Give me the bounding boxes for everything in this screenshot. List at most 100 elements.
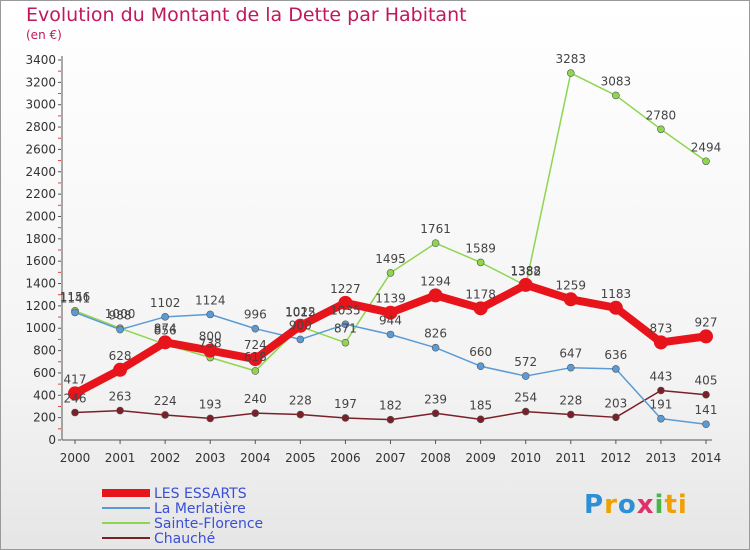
data-point [431,409,440,418]
x-tick-label: 2005 [285,451,316,465]
data-point [251,409,260,417]
data-point [566,410,575,419]
data-point [657,414,665,423]
data-label: 228 [289,394,312,408]
series-layer [68,69,713,429]
legend-label: Sainte-Florence [154,516,263,532]
y-tick-label: 1000 [25,321,56,335]
y-tick-label: 800 [33,344,56,358]
data-label: 191 [649,398,672,412]
data-point [113,362,128,377]
data-label: 1156 [60,290,91,304]
y-tick-label: 3400 [25,53,56,67]
data-point [653,335,668,350]
x-tick-label: 2004 [240,451,271,465]
data-label: 1124 [195,293,226,307]
data-point [161,313,169,321]
data-label: 3083 [601,74,632,88]
y-tick-label: 3200 [25,75,56,89]
y-tick-label: 3000 [25,98,56,112]
data-label: 660 [469,345,492,359]
data-point [161,411,169,419]
data-point [521,372,530,380]
data-point [431,239,440,247]
legend-label: LES ESSARTS [154,486,247,502]
data-point [116,325,124,334]
data-label: 826 [424,327,447,341]
data-label: 874 [154,321,177,335]
data-point [71,308,79,317]
data-point [566,69,575,77]
data-label: 988 [109,309,132,323]
data-label: 1388 [510,264,541,278]
data-label: 2780 [646,108,677,122]
y-tick-label: 2000 [25,209,56,223]
data-point [341,320,350,329]
data-label: 443 [649,369,672,383]
x-tick-label: 2003 [195,451,226,465]
data-label: 185 [469,398,492,412]
x-tick-label: 2012 [601,451,632,465]
x-tick-label: 2001 [105,451,136,465]
y-tick-label: 0 [48,433,56,447]
data-label: 572 [514,355,537,369]
x-tick-label: 2009 [465,451,496,465]
y-tick-label: 2400 [25,165,56,179]
data-point [702,420,710,429]
data-label: 2494 [691,140,722,154]
y-tick-label: 1200 [25,299,56,313]
data-label: 873 [649,321,672,335]
data-point [203,343,218,358]
data-point [473,301,488,316]
data-point [608,300,623,315]
data-label: 856 [154,323,177,337]
data-label: 636 [604,348,627,362]
x-tick-label: 2008 [420,451,451,465]
data-label: 417 [64,372,87,386]
data-label: 239 [424,392,447,406]
data-label: 1761 [420,222,451,236]
x-tick-label: 2014 [691,451,722,465]
y-tick-label: 1400 [25,277,56,291]
data-label: 405 [695,374,718,388]
logo-letter: i [654,490,665,520]
data-point [563,292,578,307]
x-tick-label: 2010 [510,451,541,465]
data-label: 1259 [556,278,587,292]
data-point [612,365,620,373]
data-point [476,415,485,424]
data-label: 203 [604,396,627,410]
data-label: 628 [109,349,132,363]
data-label: 254 [514,391,537,405]
logo-letter: x [636,490,655,520]
data-label: 1102 [150,296,181,310]
data-point [612,91,620,100]
data-point [71,408,79,417]
x-tick-label: 2006 [330,451,361,465]
data-point [158,335,173,350]
data-point [248,352,263,367]
data-label: 996 [244,308,267,322]
data-point [386,269,395,277]
x-tick-label: 2002 [150,451,181,465]
y-tick-label: 2600 [25,142,56,156]
data-label: 738 [199,337,222,351]
x-tick-label: 2007 [375,451,406,465]
data-point [386,330,395,339]
data-label: 1589 [465,241,496,255]
data-point [251,324,260,333]
data-point [338,295,353,310]
y-tick-label: 1800 [25,232,56,246]
data-label: 900 [289,318,312,332]
data-label: 1382 [510,265,541,279]
legend-label: Chauché [154,531,215,547]
data-point [521,407,530,416]
logo-letter: P [584,490,605,520]
data-point [341,414,350,422]
data-label: 1022 [285,305,316,319]
data-point [699,329,713,344]
chart-unit-label: (en €) [26,28,62,42]
data-label: 724 [244,338,267,352]
data-label: 1139 [375,292,406,306]
